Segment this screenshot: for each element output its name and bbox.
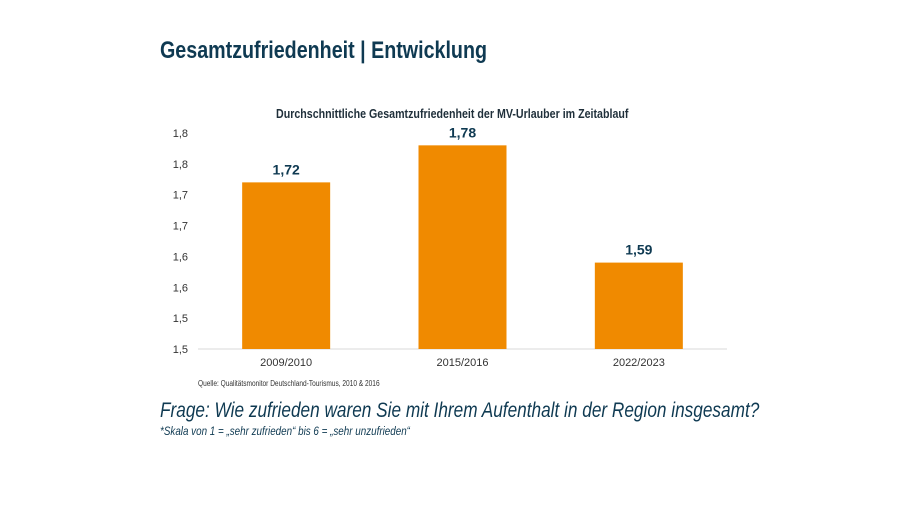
x-tick-label: 2015/2016 <box>437 357 489 369</box>
y-tick-label: 1,6 <box>173 282 188 294</box>
x-tick-label: 2009/2010 <box>260 357 312 369</box>
bar <box>594 262 683 349</box>
y-tick-label: 1,5 <box>173 313 188 325</box>
bar <box>242 182 331 349</box>
x-tick-label: 2022/2023 <box>613 357 665 369</box>
bar <box>418 145 507 349</box>
bar-chart: 1,5 1,5 1,6 1,6 1,7 1,7 1,8 1,8 1,72 2009/2010 1,7… <box>173 124 727 369</box>
data-label: 1,78 <box>449 124 476 140</box>
scale-note: *Skala von 1 = „sehr zufrieden“ bis 6 = … <box>160 424 410 438</box>
data-label: 1,59 <box>625 242 652 258</box>
y-tick-label: 1,8 <box>173 128 188 140</box>
source-note: Quelle: Qualitätsmonitor Deutschland-Tou… <box>198 379 380 388</box>
y-tick-label: 1,7 <box>173 190 188 202</box>
chart-title: Durchschnittliche Gesamtzufriedenheit de… <box>276 106 629 121</box>
y-tick-label: 1,8 <box>173 159 188 171</box>
slide-title: Gesamtzufriedenheit | Entwicklung <box>160 37 488 64</box>
data-label: 1,72 <box>273 161 300 177</box>
y-tick-label: 1,7 <box>173 221 188 233</box>
y-tick-label: 1,6 <box>173 251 188 263</box>
question-text: Frage: Wie zufrieden waren Sie mit Ihrem… <box>160 399 760 422</box>
y-tick-label: 1,5 <box>173 344 188 356</box>
